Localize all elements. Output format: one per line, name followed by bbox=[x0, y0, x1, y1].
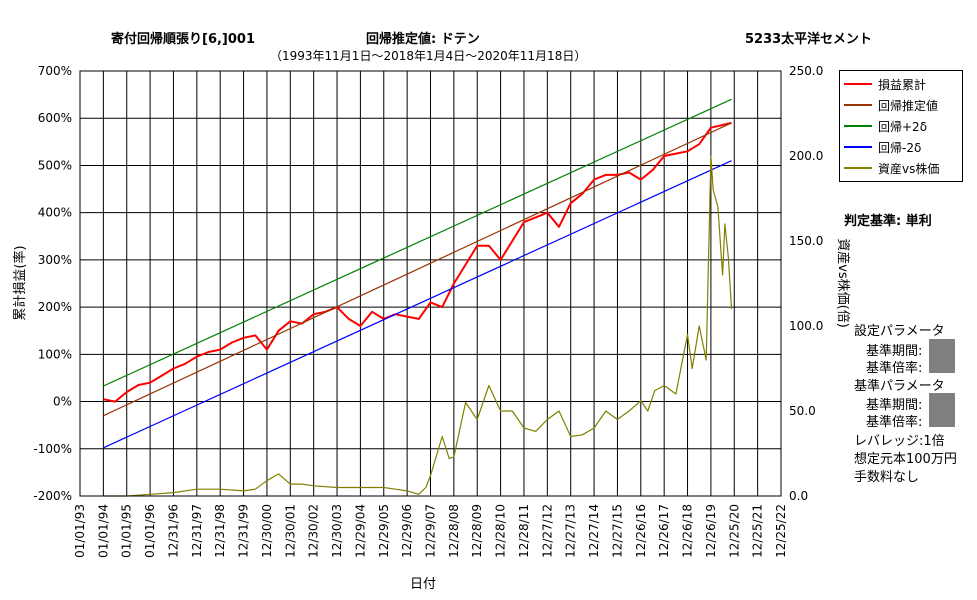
base-period-label-2: 基準期間: bbox=[866, 398, 923, 413]
legend: 損益累計回帰推定値回帰+2δ 回帰-2δ 資産vs株価 bbox=[839, 70, 963, 182]
x-tick-label: 12/30/01 bbox=[283, 504, 297, 558]
x-tick-label: 12/29/04 bbox=[353, 504, 367, 558]
y2-tick-label: 150.0 bbox=[789, 234, 823, 248]
x-tick-label: 01/01/95 bbox=[120, 504, 134, 558]
x-tick-label: 12/26/17 bbox=[657, 504, 671, 558]
x-tick-label: 12/26/19 bbox=[704, 504, 718, 558]
y-tick-label: 300% bbox=[38, 253, 72, 267]
y2-tick-label: 200.0 bbox=[789, 149, 823, 163]
legend-label: 損益累計 bbox=[878, 77, 927, 92]
x-tick-label: 01/01/93 bbox=[73, 504, 87, 558]
redacted-value-box-1 bbox=[929, 339, 955, 373]
series-line-3 bbox=[103, 98, 732, 387]
series-line-5 bbox=[103, 155, 733, 497]
x-tick-label: 12/25/21 bbox=[751, 504, 765, 558]
x-tick-label: 01/01/94 bbox=[96, 504, 110, 558]
y-tick-label: 700% bbox=[38, 64, 72, 78]
x-tick-label: 12/27/13 bbox=[564, 504, 578, 558]
x-tick-label: 12/28/08 bbox=[447, 504, 461, 558]
base-period-label-1: 基準期間: bbox=[866, 344, 923, 359]
legend-item: 損益累計 bbox=[844, 77, 927, 92]
y-tick-label: 500% bbox=[38, 158, 72, 172]
y-axis-label: 累計損益(率) bbox=[12, 245, 28, 320]
y-tick-label: -200% bbox=[33, 489, 72, 503]
x-axis-label: 日付 bbox=[410, 577, 436, 592]
judgement-label: 判定基準: 単利 bbox=[844, 214, 932, 229]
legend-label: 回帰-2δ bbox=[878, 140, 922, 155]
y2-tick-label: 250.0 bbox=[789, 64, 823, 78]
x-tick-label: 12/25/22 bbox=[774, 504, 788, 558]
base-mult-label-2: 基準倍率: bbox=[866, 415, 923, 430]
x-tick-label: 12/26/16 bbox=[634, 504, 648, 558]
y2-tick-label: 50.0 bbox=[789, 404, 816, 418]
y2-tick-label: 0.0 bbox=[789, 489, 808, 503]
legend-swatch bbox=[844, 167, 872, 169]
legend-swatch bbox=[844, 125, 872, 127]
legend-item: 回帰推定値 bbox=[844, 98, 939, 113]
y-tick-label: 200% bbox=[38, 300, 72, 314]
stock-name: 5233太平洋セメント bbox=[745, 32, 872, 47]
legend-label: 回帰+2δ bbox=[878, 119, 928, 134]
legend-swatch bbox=[844, 83, 872, 85]
chart-title: 寄付回帰順張り[6,]001 bbox=[111, 32, 256, 47]
x-tick-label: 12/29/05 bbox=[377, 504, 391, 558]
redacted-value-box-2 bbox=[929, 393, 955, 427]
x-tick-label: 12/30/02 bbox=[307, 504, 321, 558]
x-tick-label: 12/29/06 bbox=[400, 504, 414, 558]
series-line-1 bbox=[103, 121, 732, 403]
x-tick-label: 12/31/98 bbox=[213, 504, 227, 558]
y2-axis-label: 資産vs株価(倍) bbox=[835, 238, 851, 328]
capital-label: 想定元本100万円 bbox=[854, 452, 957, 467]
x-tick-label: 12/27/14 bbox=[587, 504, 601, 558]
leverage-label: レバレッジ:1倍 bbox=[854, 434, 945, 449]
x-tick-label: 12/30/00 bbox=[260, 504, 274, 558]
x-tick-label: 12/27/12 bbox=[540, 504, 554, 558]
x-tick-label: 12/25/20 bbox=[727, 504, 741, 558]
x-tick-label: 12/28/09 bbox=[470, 504, 484, 558]
legend-item: 資産vs株価 bbox=[844, 161, 940, 176]
y-tick-label: 400% bbox=[38, 206, 72, 220]
y-tick-label: 100% bbox=[38, 347, 72, 361]
period-text: （1993年11月1日～2018年1月4日～2020年11月18日） bbox=[270, 49, 587, 63]
x-tick-label: 12/26/18 bbox=[681, 504, 695, 558]
x-tick-label: 12/31/96 bbox=[166, 504, 180, 558]
set-params-label: 設定パラメータ bbox=[854, 324, 945, 339]
y-tick-label: 0% bbox=[53, 395, 72, 409]
x-tick-label: 01/01/96 bbox=[143, 504, 157, 558]
series-line-4 bbox=[103, 160, 732, 449]
x-tick-label: 12/28/10 bbox=[494, 504, 508, 558]
legend-item: 回帰+2δ bbox=[844, 119, 928, 134]
y-tick-label: 600% bbox=[38, 111, 72, 125]
estimate-label: 回帰推定値: ドテン bbox=[366, 32, 480, 47]
x-tick-label: 12/28/11 bbox=[517, 504, 531, 558]
fee-label: 手数料なし bbox=[854, 470, 920, 485]
legend-swatch bbox=[844, 146, 872, 148]
x-tick-label: 12/29/07 bbox=[424, 504, 438, 558]
y2-tick-label: 100.0 bbox=[789, 319, 823, 333]
series-line-2 bbox=[103, 122, 732, 417]
series-layer bbox=[103, 98, 733, 497]
plot-frame bbox=[79, 70, 782, 497]
legend-label: 回帰推定値 bbox=[878, 98, 939, 113]
legend-swatch bbox=[844, 104, 872, 106]
x-tick-label: 12/27/15 bbox=[610, 504, 624, 558]
legend-item: 回帰-2δ bbox=[844, 140, 922, 155]
legend-label: 資産vs株価 bbox=[878, 161, 940, 176]
base-mult-label-1: 基準倍率: bbox=[866, 361, 923, 376]
grid-layer bbox=[80, 71, 781, 496]
x-tick-label: 12/31/97 bbox=[190, 504, 204, 558]
x-tick-label: 12/31/99 bbox=[237, 504, 251, 558]
tick-layer: 01/01/93 01/01/94 01/01/95 01/01/96 12/31/96… bbox=[33, 64, 823, 558]
base-params-label: 基準パラメータ bbox=[854, 379, 945, 394]
y-tick-label: -100% bbox=[33, 442, 72, 456]
x-tick-label: 12/30/03 bbox=[330, 504, 344, 558]
